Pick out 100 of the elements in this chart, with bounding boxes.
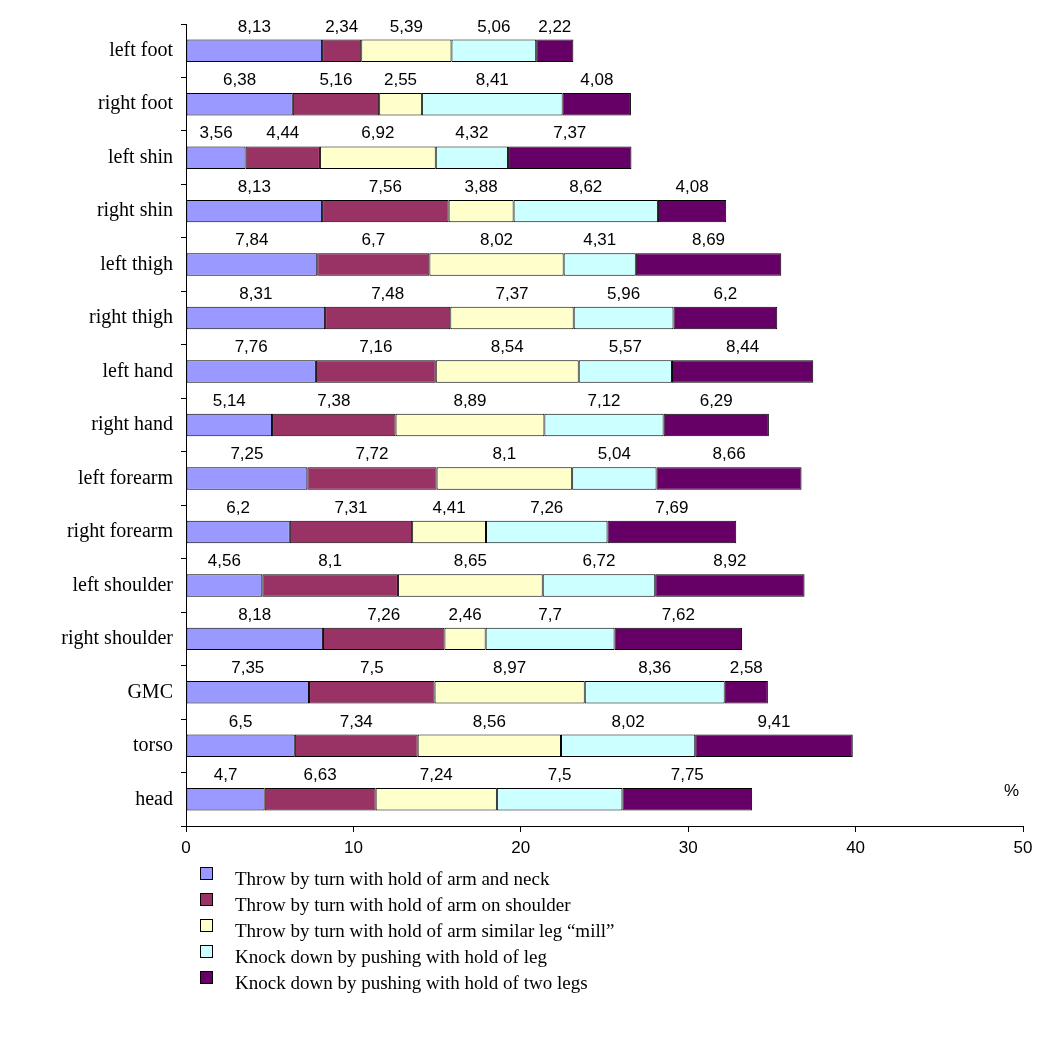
data-label: 7,72: [355, 444, 389, 464]
data-label: 5,04: [597, 444, 631, 464]
data-label: 8,1: [492, 444, 517, 464]
data-label: 4,41: [432, 497, 466, 517]
data-label: 4,32: [455, 123, 489, 143]
data-label: 8,44: [726, 337, 760, 357]
data-label: 8,02: [479, 230, 514, 250]
legend-label: Knock down by pushing with hold of two legs: [235, 972, 588, 994]
data-label: 5,39: [389, 16, 423, 36]
data-label: 2,58: [729, 658, 763, 678]
data-label: 6,7: [361, 230, 386, 250]
data-label: 8,97: [493, 658, 527, 678]
data-label: 8,36: [638, 658, 672, 678]
data-label: 7,56: [368, 176, 402, 196]
legend-label: Throw by turn with hold of arm on shoulder: [235, 894, 571, 916]
data-label: 8,69: [691, 230, 726, 250]
data-label: 6,38: [223, 69, 257, 89]
y-tick-label: right shin: [96, 198, 173, 222]
data-label: 8,13: [237, 16, 271, 36]
data-label: 5,57: [608, 337, 642, 357]
data-label: 8,54: [490, 337, 524, 357]
y-tick-label: left shoulder: [72, 572, 174, 595]
data-label: 7,76: [234, 337, 268, 357]
y-tick-label: GMC: [127, 679, 173, 702]
data-label: 7,26: [530, 497, 564, 517]
y-tick-label: right forearm: [66, 519, 174, 543]
x-axis-title: %: [1003, 781, 1019, 800]
data-label: 7,37: [495, 283, 529, 303]
data-label: 7,5: [547, 765, 572, 785]
data-label: 4,08: [580, 69, 614, 89]
data-label: 7,5: [359, 658, 384, 678]
data-label: 7,26: [367, 604, 401, 624]
data-label: 2,22: [538, 16, 572, 36]
data-label: 8,62: [569, 176, 603, 196]
data-label: 8,02: [611, 711, 645, 731]
data-label: 8,31: [239, 283, 273, 303]
data-label: 7,75: [670, 765, 704, 785]
y-tick-label: left foot: [109, 37, 174, 60]
y-tick-label: left forearm: [78, 465, 174, 488]
y-tick-label: left hand: [102, 358, 173, 381]
y-tick-label: left shin: [108, 144, 173, 167]
x-tick-label: 20: [511, 837, 531, 857]
data-label: 8,65: [453, 551, 487, 571]
data-label: 6,5: [228, 711, 253, 731]
y-tick-label: right thigh: [89, 305, 173, 329]
data-label: 7,16: [359, 337, 393, 357]
data-label: 7,48: [371, 283, 405, 303]
data-label: 5,16: [319, 69, 353, 89]
x-tick-label: 30: [678, 837, 698, 857]
data-label: 7,24: [419, 765, 453, 785]
data-label: 6,63: [303, 765, 337, 785]
data-label: 6,2: [713, 283, 738, 303]
data-label: 7,35: [231, 658, 265, 678]
data-label: 6,29: [699, 390, 733, 410]
data-label: 8,92: [713, 551, 747, 571]
y-tick-label: torso: [133, 733, 173, 756]
data-label: 2,46: [448, 604, 482, 624]
data-label: 2,34: [325, 16, 359, 36]
data-label: 4,7: [213, 765, 238, 785]
data-label: 8,41: [475, 69, 509, 89]
data-label: 8,13: [237, 176, 271, 196]
data-label: 2,55: [383, 69, 418, 89]
y-tick-label: head: [135, 786, 173, 809]
data-label: 7,31: [334, 497, 368, 517]
data-label: 8,89: [453, 390, 487, 410]
x-tick-label: 0: [181, 837, 191, 857]
data-label: 4,56: [207, 551, 241, 571]
data-label: 3,56: [199, 123, 233, 143]
x-tick-label: 50: [1013, 837, 1033, 857]
data-label: 8,18: [238, 604, 272, 624]
data-label: 4,31: [583, 230, 617, 250]
data-label: 7,37: [553, 123, 587, 143]
y-tick-label: left thigh: [100, 251, 173, 275]
data-label: 5,06: [477, 16, 511, 36]
data-label: 6,92: [361, 123, 395, 143]
data-label: 8,66: [712, 444, 746, 464]
y-tick-label: right foot: [98, 91, 174, 115]
data-label: 8,56: [472, 711, 506, 731]
data-label: 7,69: [655, 497, 689, 517]
data-label: 7,12: [587, 390, 621, 410]
x-tick-label: 10: [343, 837, 363, 857]
data-label: 3,88: [464, 176, 498, 196]
data-label: 6,72: [582, 551, 616, 571]
legend-label: Throw by turn with hold of arm and neck: [235, 868, 550, 890]
data-label: 5,14: [212, 390, 246, 410]
data-label: 7,84: [235, 230, 269, 250]
data-label: 9,41: [757, 711, 791, 731]
data-label: 7,38: [317, 390, 351, 410]
data-label: 6,2: [226, 497, 250, 517]
data-label: 7,7: [538, 604, 562, 624]
x-tick-label: 40: [846, 837, 866, 857]
data-label: 4,08: [675, 176, 709, 196]
data-label: 7,62: [661, 604, 695, 624]
y-tick-label: right hand: [91, 412, 173, 436]
data-label: 4,44: [266, 123, 300, 143]
data-label: 8,1: [318, 551, 342, 571]
y-tick-label: right shoulder: [61, 626, 174, 650]
data-label: 5,96: [607, 283, 641, 303]
legend-label: Knock down by pushing with hold of leg: [235, 946, 547, 968]
legend-label: Throw by turn with hold of arm similar leg “mill”: [235, 920, 615, 942]
